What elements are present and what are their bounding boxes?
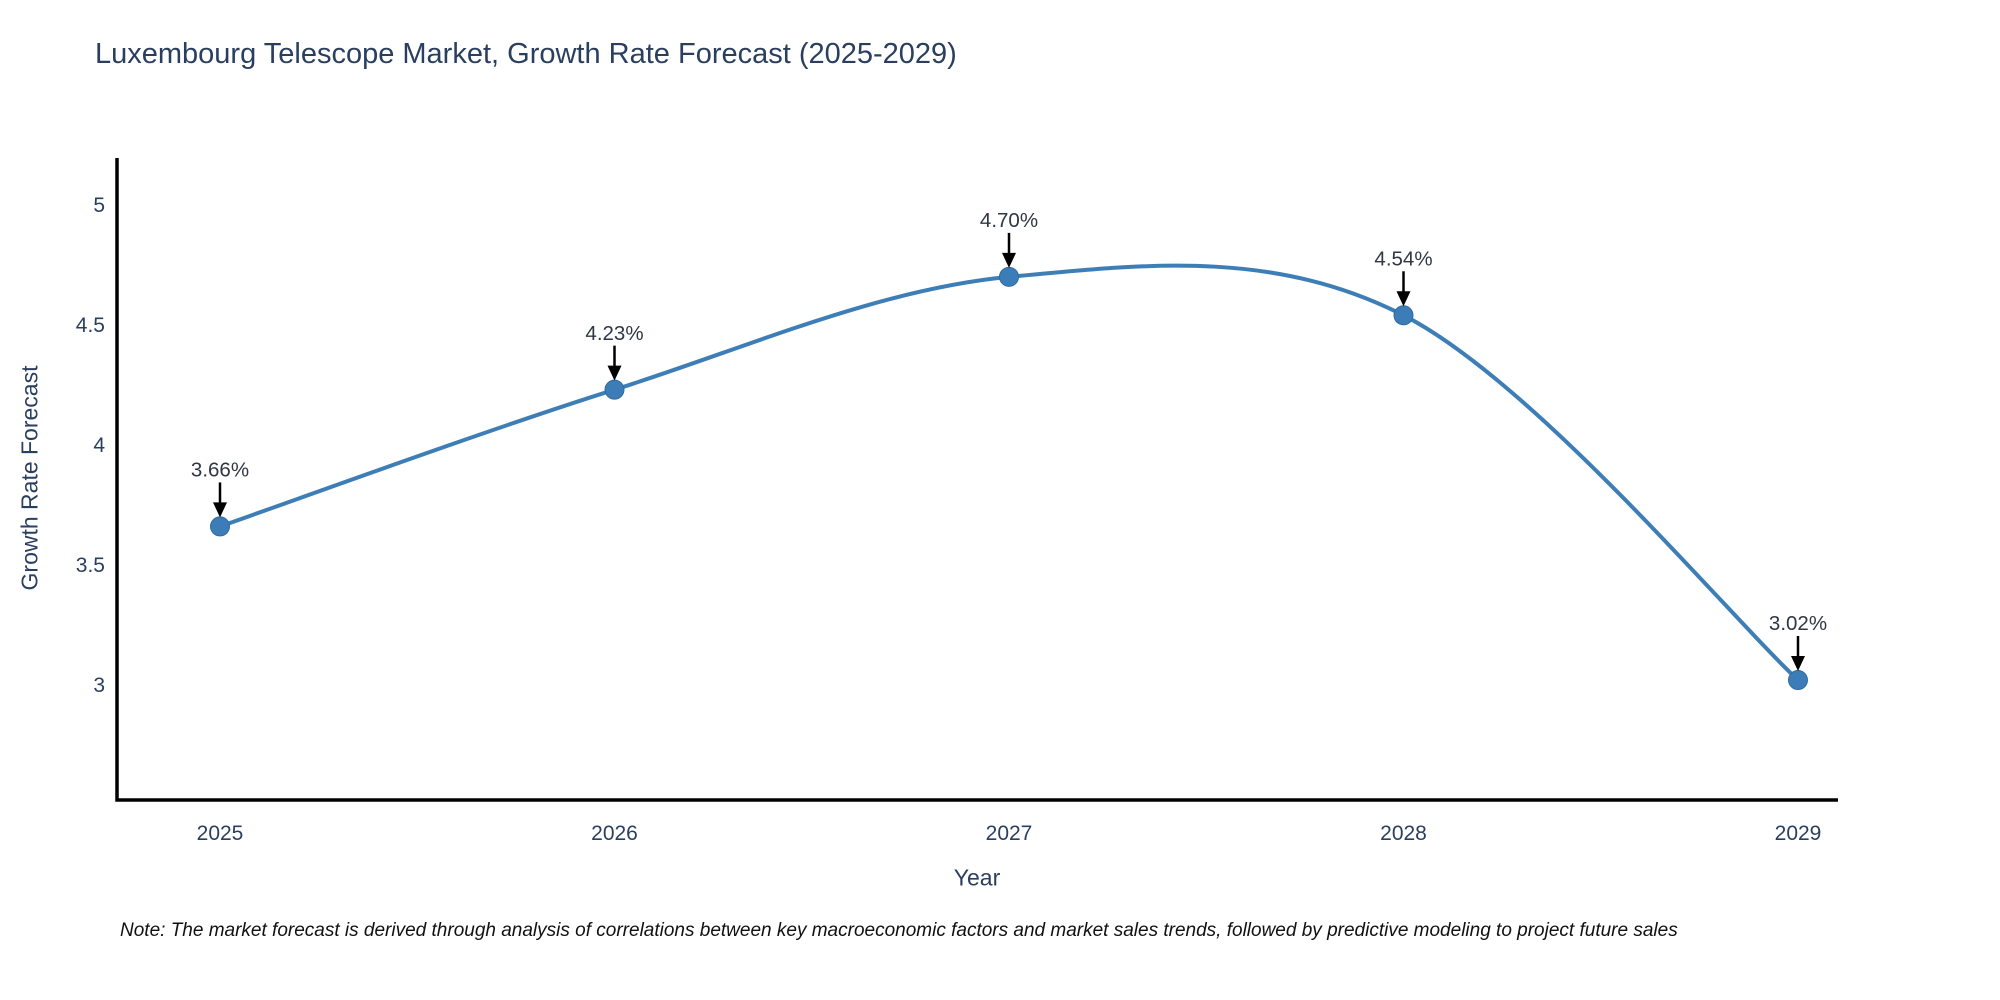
data-point-2028[interactable] bbox=[1393, 305, 1414, 326]
point-value-label: 3.02% bbox=[1769, 612, 1827, 635]
data-point-2029[interactable] bbox=[1788, 670, 1808, 691]
point-value-label: 3.66% bbox=[191, 459, 249, 482]
x-axis-title: Year bbox=[953, 864, 1001, 891]
y-tick-label: 5 bbox=[93, 194, 105, 217]
annotation-arrow-head bbox=[607, 365, 622, 381]
data-point-2025[interactable] bbox=[210, 516, 230, 537]
point-value-label: 4.23% bbox=[585, 322, 643, 345]
y-tick-label: 4 bbox=[93, 434, 105, 457]
y-tick-label: 4.5 bbox=[76, 314, 105, 337]
x-tick-label: 2025 bbox=[197, 822, 244, 845]
forecast-line bbox=[218, 263, 1800, 682]
x-tick-label: 2027 bbox=[986, 822, 1033, 845]
data-point-2026[interactable] bbox=[604, 379, 625, 400]
annotation-arrow-head bbox=[213, 502, 227, 518]
annotation-arrow-head bbox=[1002, 252, 1016, 268]
x-tick-label: 2029 bbox=[1775, 822, 1822, 845]
x-tick-label: 2026 bbox=[591, 822, 638, 845]
point-value-label: 4.54% bbox=[1374, 247, 1432, 270]
footnote: Note: The market forecast is derived thr… bbox=[120, 920, 1678, 941]
chart-title: Luxembourg Telescope Market, Growth Rate… bbox=[95, 38, 957, 70]
y-tick-label: 3.5 bbox=[76, 554, 105, 577]
annotation-arrow-head bbox=[1791, 656, 1805, 672]
point-value-label: 4.70% bbox=[980, 209, 1038, 232]
x-tick-label: 2028 bbox=[1380, 822, 1427, 845]
axis-lines bbox=[115, 158, 1838, 802]
data-point-2027[interactable] bbox=[999, 266, 1019, 287]
annotation-arrow-head bbox=[1396, 291, 1411, 307]
y-tick-label: 3 bbox=[93, 674, 105, 697]
